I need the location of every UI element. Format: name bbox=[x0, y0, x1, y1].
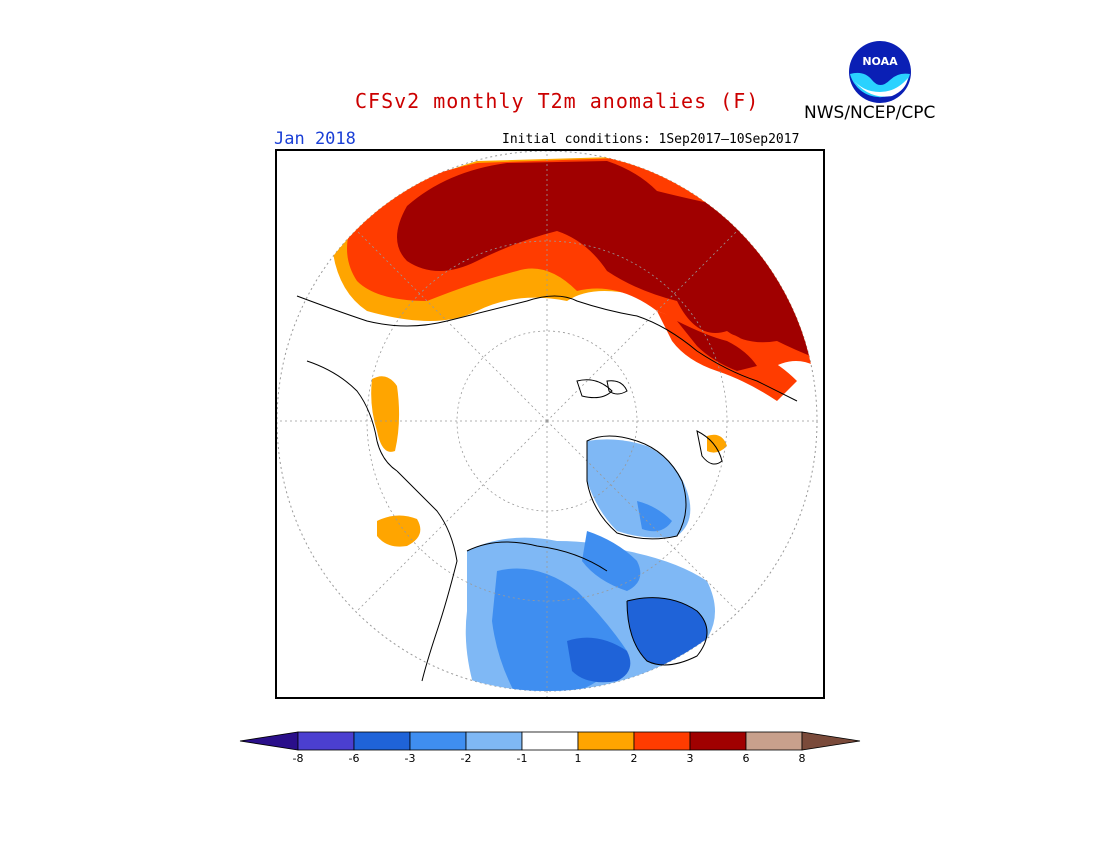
chart-title: CFSv2 monthly T2m anomalies (F) bbox=[355, 89, 760, 113]
anomaly-region-hudson bbox=[627, 597, 707, 665]
legend-bin-highest bbox=[801, 731, 861, 751]
legend-tick-label: -1 bbox=[516, 752, 528, 765]
legend-bin-lowest bbox=[239, 731, 299, 751]
anomaly-region-n-atlantic bbox=[707, 434, 727, 453]
anomaly-region-alaska bbox=[371, 376, 400, 452]
forecast-period: Jan 2018 bbox=[274, 129, 356, 149]
polar-map bbox=[277, 151, 818, 697]
legend-bin bbox=[409, 731, 467, 751]
anomaly-region-greenland bbox=[587, 439, 691, 538]
legend-tick-label: 6 bbox=[742, 752, 750, 765]
legend-bin bbox=[633, 731, 691, 751]
legend-tick-label: -2 bbox=[460, 752, 472, 765]
legend-bin bbox=[297, 731, 355, 751]
color-legend-bar bbox=[239, 731, 861, 751]
legend-tick-label: 1 bbox=[574, 752, 582, 765]
legend-bin bbox=[745, 731, 803, 751]
legend-tick-label: -3 bbox=[404, 752, 416, 765]
graticule bbox=[277, 151, 817, 697]
initial-conditions: Initial conditions: 1Sep2017–10Sep2017 bbox=[502, 132, 800, 147]
legend-bin bbox=[577, 731, 635, 751]
anomaly-region-europe-hot bbox=[677, 321, 757, 371]
legend-tick-label: 8 bbox=[798, 752, 806, 765]
agency-label: NWS/NCEP/CPC bbox=[804, 103, 936, 123]
color-legend bbox=[238, 730, 862, 790]
legend-tick-label: 2 bbox=[630, 752, 638, 765]
anomaly-region-3to6-asia bbox=[397, 161, 817, 361]
legend-bin bbox=[353, 731, 411, 751]
polar-map-panel bbox=[275, 149, 825, 699]
anomaly-region-pacific bbox=[377, 515, 421, 547]
legend-bin bbox=[465, 731, 523, 751]
noaa-logo-text: NOAA bbox=[862, 55, 898, 68]
noaa-logo: NOAA bbox=[848, 40, 912, 104]
legend-tick-label: -6 bbox=[348, 752, 360, 765]
legend-tick-label: -8 bbox=[292, 752, 304, 765]
legend-tick-label: 3 bbox=[686, 752, 694, 765]
anomaly-region-baffin bbox=[582, 531, 641, 591]
legend-bin bbox=[689, 731, 747, 751]
legend-bin bbox=[521, 731, 579, 751]
anomaly-region-hudson-2 bbox=[567, 637, 631, 683]
anomaly-region-greenland-cold bbox=[637, 501, 672, 532]
coastlines bbox=[296, 295, 798, 682]
